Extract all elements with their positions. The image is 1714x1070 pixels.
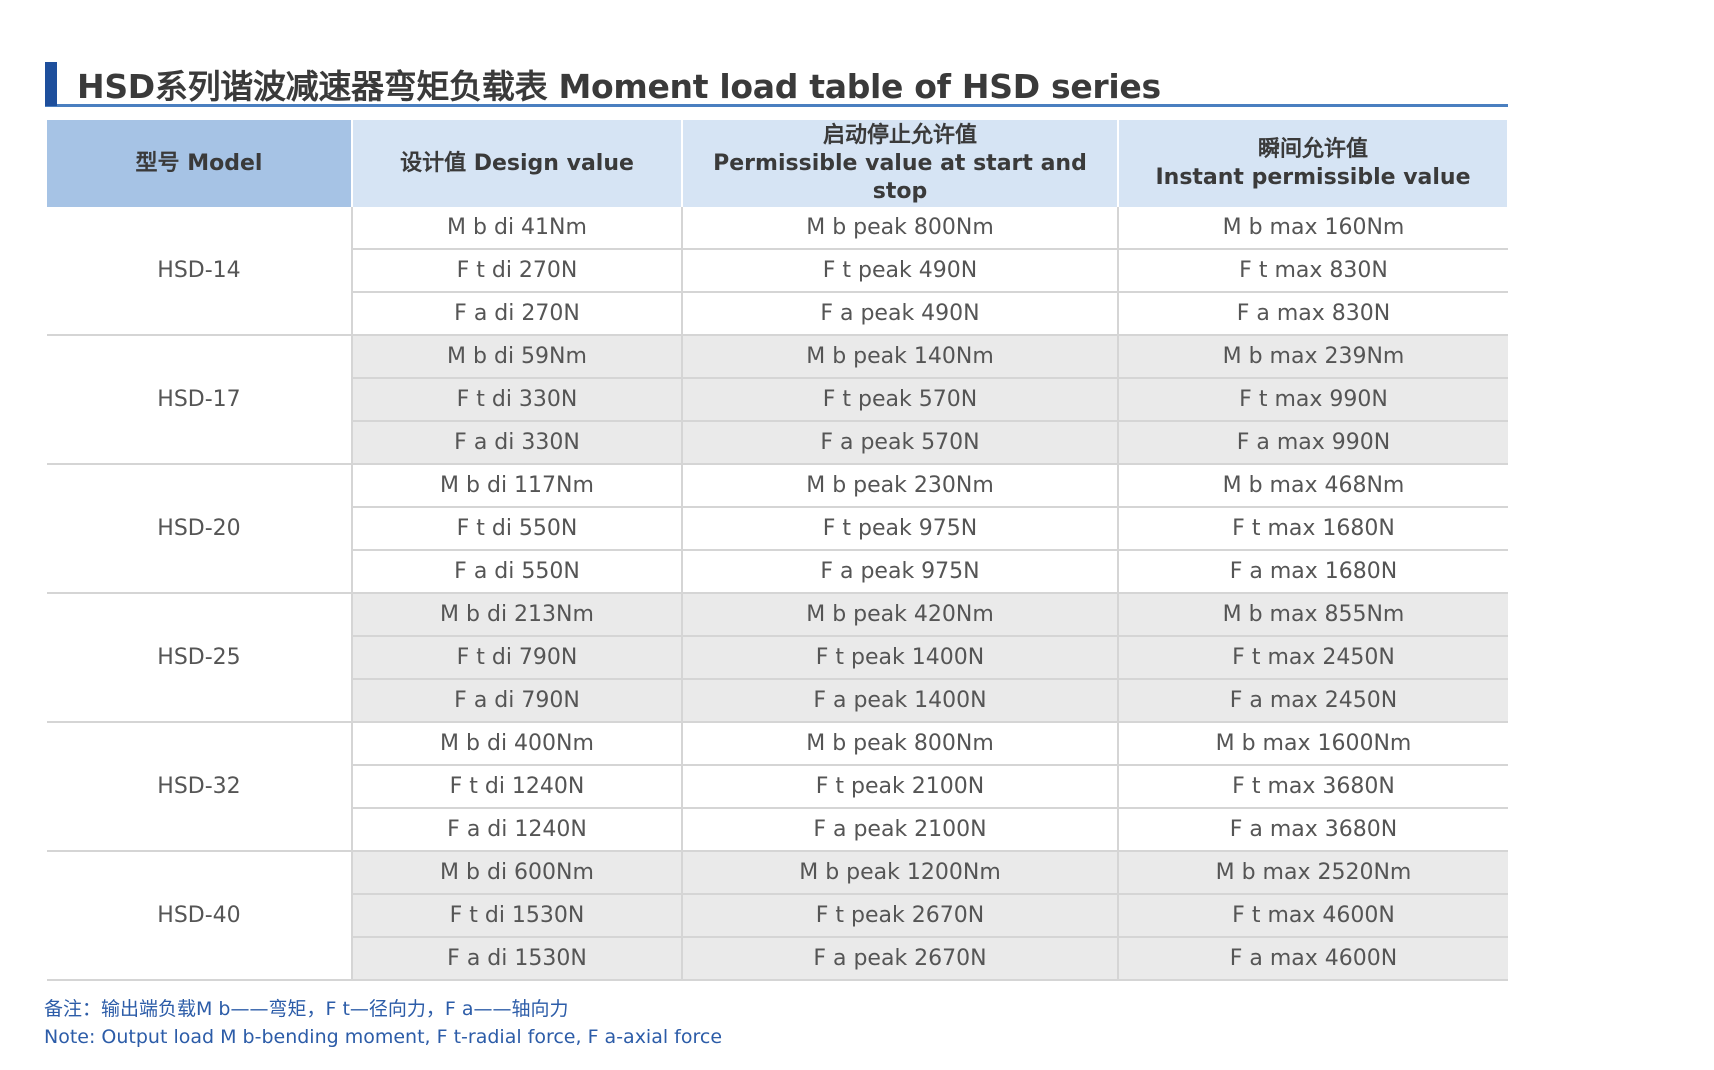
table-row: F a di 550N F a peak 975N F a max 1680N xyxy=(47,550,1508,594)
instant-value-cell: F a max 3680N xyxy=(1117,808,1508,852)
note-cn: 备注：输出端负载M b——弯矩，F t—径向力，F a——轴向力 xyxy=(44,998,569,1020)
table-row: HSD-40 M b di 600Nm M b peak 1200Nm M b max… xyxy=(47,851,1508,981)
instant-value-cell: M b max 855Nm xyxy=(1117,593,1508,637)
table-row: F a di 330N F a peak 570N F a max 990N xyxy=(47,421,1508,465)
header-start-stop: 启动停止允许值 Permissible value at start and s… xyxy=(682,120,1119,207)
start-stop-value-cell: F t peak 2100N xyxy=(681,765,1118,809)
design-value-cell: F a di 330N xyxy=(351,421,682,465)
start-stop-value-cell: F t peak 1400N xyxy=(681,636,1118,680)
table-row: F t di 1530N F t peak 2670N F t max 4600N xyxy=(47,894,1508,938)
table-row: F t di 790N F t peak 1400N F t max 2450N xyxy=(47,636,1508,680)
table-row: F t di 330N F t peak 570N F t max 990N xyxy=(47,378,1508,422)
instant-value-cell: F a max 1680N xyxy=(1117,550,1508,594)
start-stop-value-cell: M b peak 1200Nm xyxy=(681,851,1118,895)
table-row: HSD-32 M b di 400Nm M b peak 800Nm M b max … xyxy=(47,722,1508,852)
start-stop-value-cell: F t peak 490N xyxy=(681,249,1118,293)
start-stop-value-cell: F t peak 570N xyxy=(681,378,1118,422)
instant-value-cell: F a max 4600N xyxy=(1117,937,1508,981)
model-cell: HSD-17 xyxy=(47,335,352,465)
table-row: F t di 270N F t peak 490N F t max 830N xyxy=(47,249,1508,293)
instant-value-cell: M b max 468Nm xyxy=(1117,464,1508,508)
table-body: HSD-14 M b di 41Nm M b peak 800Nm M b max 1… xyxy=(47,207,1508,981)
start-stop-value-cell: F a peak 2100N xyxy=(681,808,1118,852)
start-stop-value-cell: F t peak 975N xyxy=(681,507,1118,551)
start-stop-value-cell: F a peak 1400N xyxy=(681,679,1118,723)
design-value-cell: M b di 213Nm xyxy=(351,593,682,637)
design-value-cell: F t di 550N xyxy=(351,507,682,551)
header-instant: 瞬间允许值 Instant permissible value xyxy=(1118,120,1509,207)
design-value-cell: M b di 117Nm xyxy=(351,464,682,508)
table-row: F t di 1240N F t peak 2100N F t max 3680N xyxy=(47,765,1508,809)
moment-load-table: 型号 Model 设计值 Design value 启动停止允许值 Permis… xyxy=(47,120,1509,981)
design-value-cell: M b di 600Nm xyxy=(351,851,682,895)
design-value-cell: F a di 550N xyxy=(351,550,682,594)
start-stop-value-cell: M b peak 800Nm xyxy=(681,207,1118,250)
design-value-cell: M b di 59Nm xyxy=(351,335,682,379)
design-value-cell: F t di 1240N xyxy=(351,765,682,809)
start-stop-value-cell: M b peak 800Nm xyxy=(681,722,1118,766)
model-cell: HSD-25 xyxy=(47,593,352,723)
header-instant-en: Instant permissible value xyxy=(1155,164,1471,190)
start-stop-value-cell: M b peak 140Nm xyxy=(681,335,1118,379)
design-value-cell: F a di 1530N xyxy=(351,937,682,981)
model-cell: HSD-40 xyxy=(47,851,352,981)
table-row: F a di 270N F a peak 490N F a max 830N xyxy=(47,292,1508,336)
instant-value-cell: F a max 2450N xyxy=(1117,679,1508,723)
instant-value-cell: F t max 990N xyxy=(1117,378,1508,422)
instant-value-cell: M b max 160Nm xyxy=(1117,207,1508,250)
design-value-cell: F t di 270N xyxy=(351,249,682,293)
header-start-stop-en: Permissible value at start and stop xyxy=(713,150,1087,204)
design-value-cell: M b di 41Nm xyxy=(351,207,682,250)
instant-value-cell: F t max 830N xyxy=(1117,249,1508,293)
table-row: HSD-14 M b di 41Nm M b peak 800Nm M b max 1… xyxy=(47,207,1508,336)
header-instant-cn: 瞬间允许值 xyxy=(1257,136,1368,162)
design-value-cell: F a di 790N xyxy=(351,679,682,723)
instant-value-cell: F a max 830N xyxy=(1117,292,1508,336)
model-cell: HSD-32 xyxy=(47,722,352,852)
design-value-cell: F t di 330N xyxy=(351,378,682,422)
design-value-cell: F a di 1240N xyxy=(351,808,682,852)
table-row: F a di 790N F a peak 1400N F a max 2450N xyxy=(47,679,1508,723)
table-row: HSD-20 M b di 117Nm M b peak 230Nm M b max … xyxy=(47,464,1508,594)
start-stop-value-cell: F a peak 490N xyxy=(681,292,1118,336)
start-stop-value-cell: F a peak 2670N xyxy=(681,937,1118,981)
start-stop-value-cell: F a peak 975N xyxy=(681,550,1118,594)
note-en: Note: Output load M b-bending moment, F … xyxy=(44,1026,723,1048)
instant-value-cell: F t max 4600N xyxy=(1117,894,1508,938)
instant-value-cell: F a max 990N xyxy=(1117,421,1508,465)
page-title: HSD系列谐波减速器弯矩负载表 Moment load table of HSD… xyxy=(77,67,1161,106)
table-row: HSD-17 M b di 59Nm M b peak 140Nm M b max 2… xyxy=(47,335,1508,465)
design-value-cell: F t di 1530N xyxy=(351,894,682,938)
instant-value-cell: F t max 3680N xyxy=(1117,765,1508,809)
start-stop-value-cell: F t peak 2670N xyxy=(681,894,1118,938)
notes: 备注：输出端负载M b——弯矩，F t—径向力，F a——轴向力 Note: O… xyxy=(44,995,722,1051)
header-model: 型号 Model xyxy=(47,120,353,207)
design-value-cell: F a di 270N xyxy=(351,292,682,336)
start-stop-value-cell: F a peak 570N xyxy=(681,421,1118,465)
table-header-row: 型号 Model 设计值 Design value 启动停止允许值 Permis… xyxy=(47,120,1509,207)
header-design-value: 设计值 Design value xyxy=(352,120,683,207)
title-section: HSD系列谐波减速器弯矩负载表 Moment load table of HSD… xyxy=(45,58,1508,107)
design-value-cell: F t di 790N xyxy=(351,636,682,680)
instant-value-cell: F t max 1680N xyxy=(1117,507,1508,551)
header-start-stop-cn: 启动停止允许值 xyxy=(822,122,977,148)
model-cell: HSD-14 xyxy=(47,207,352,336)
instant-value-cell: M b max 239Nm xyxy=(1117,335,1508,379)
design-value-cell: M b di 400Nm xyxy=(351,722,682,766)
start-stop-value-cell: M b peak 420Nm xyxy=(681,593,1118,637)
title-accent-bar xyxy=(45,62,57,106)
model-cell: HSD-20 xyxy=(47,464,352,594)
table-row: F t di 550N F t peak 975N F t max 1680N xyxy=(47,507,1508,551)
table-row: F a di 1240N F a peak 2100N F a max 3680N xyxy=(47,808,1508,852)
table-row: F a di 1530N F a peak 2670N F a max 4600N xyxy=(47,937,1508,981)
instant-value-cell: M b max 1600Nm xyxy=(1117,722,1508,766)
start-stop-value-cell: M b peak 230Nm xyxy=(681,464,1118,508)
table-row: HSD-25 M b di 213Nm M b peak 420Nm M b max … xyxy=(47,593,1508,723)
instant-value-cell: M b max 2520Nm xyxy=(1117,851,1508,895)
instant-value-cell: F t max 2450N xyxy=(1117,636,1508,680)
